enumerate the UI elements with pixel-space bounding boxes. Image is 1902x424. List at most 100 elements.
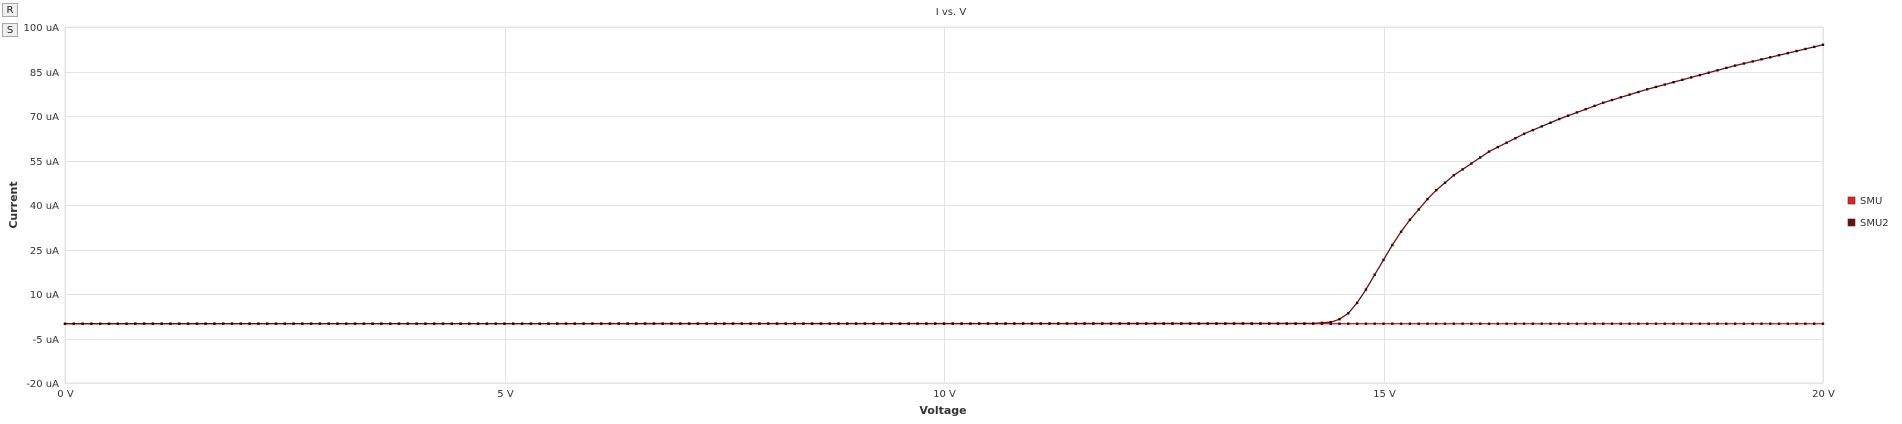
data-point (696, 322, 700, 325)
data-point (670, 322, 673, 325)
data-point (1628, 93, 1631, 96)
data-point (371, 322, 374, 325)
data-point (1206, 322, 1209, 325)
data-point (1391, 322, 1394, 325)
data-point (1531, 128, 1535, 132)
data-point (169, 322, 172, 325)
legend-label: SMU2 (1860, 218, 1889, 229)
data-point (1628, 322, 1631, 325)
data-point (1769, 56, 1772, 59)
data-point (617, 322, 620, 325)
data-point (608, 322, 612, 325)
y-tick-label: -5 uA (33, 335, 59, 346)
data-point (1136, 322, 1139, 325)
data-point (1364, 322, 1368, 325)
data-point (1435, 189, 1438, 192)
data-point (1338, 318, 1341, 321)
data-point (520, 322, 524, 325)
reset-button[interactable]: R (2, 3, 18, 17)
data-point (257, 322, 260, 325)
data-point (1672, 322, 1675, 325)
data-point (1355, 301, 1359, 305)
save-button[interactable]: S (2, 23, 18, 37)
data-point (1769, 322, 1772, 325)
data-point (1742, 62, 1746, 65)
data-point (1681, 78, 1684, 81)
data-point (969, 322, 972, 325)
data-point (898, 322, 902, 325)
data-point (99, 322, 102, 325)
data-point (1030, 322, 1034, 325)
data-point (1443, 181, 1447, 184)
data-point (1391, 243, 1394, 247)
data-point (213, 322, 216, 325)
data-point (1399, 322, 1403, 325)
data-point (714, 322, 717, 325)
data-point (1408, 218, 1412, 221)
data-point (1742, 322, 1746, 325)
data-point (802, 322, 805, 325)
data-point (1197, 322, 1201, 325)
data-point (1320, 321, 1324, 324)
data-point (1399, 230, 1403, 233)
data-point (1417, 322, 1420, 325)
data-point (1716, 322, 1719, 325)
data-point (1786, 51, 1789, 55)
data-point (160, 322, 163, 325)
data-point (1461, 168, 1464, 171)
data-point (758, 322, 761, 325)
data-point (652, 322, 656, 325)
data-point (1646, 88, 1649, 91)
data-point (476, 322, 480, 325)
data-point (573, 322, 576, 325)
data-point (274, 322, 278, 325)
data-point (415, 322, 418, 325)
data-point (1470, 322, 1473, 325)
data-point (204, 322, 207, 325)
data-point (1531, 322, 1535, 325)
data-point (468, 322, 471, 325)
data-point (1786, 322, 1789, 325)
data-point (72, 322, 75, 325)
data-point (1013, 322, 1016, 325)
data-point (1619, 322, 1622, 325)
data-point (1338, 322, 1341, 325)
data-point (1813, 45, 1816, 49)
data-point (1355, 322, 1359, 325)
data-point (283, 322, 286, 325)
data-point (1637, 90, 1640, 94)
data-point (1795, 49, 1798, 53)
data-point (1804, 322, 1807, 325)
data-point (292, 322, 295, 325)
data-point (837, 322, 840, 325)
data-point (1593, 322, 1596, 325)
data-point (687, 322, 691, 325)
data-point (1733, 64, 1737, 67)
data-point (582, 322, 585, 325)
data-point (767, 322, 770, 325)
data-point (1707, 71, 1710, 74)
data-point (1364, 288, 1368, 291)
data-point (406, 322, 409, 325)
data-point (1514, 322, 1517, 325)
data-point (1382, 258, 1385, 262)
data-point (538, 322, 541, 325)
x-tick-label: 0 V (57, 389, 74, 400)
data-point (1426, 197, 1429, 201)
data-point (995, 322, 998, 325)
data-point (731, 322, 735, 325)
data-point (441, 322, 445, 325)
data-point (1602, 322, 1605, 325)
data-point (1690, 322, 1693, 325)
data-point (151, 322, 155, 325)
data-point (1619, 96, 1622, 99)
data-point (1435, 322, 1438, 325)
data-point (907, 322, 910, 325)
data-point (1083, 322, 1086, 325)
data-point (90, 322, 93, 325)
data-point (1777, 54, 1781, 57)
data-point (301, 322, 304, 325)
y-tick-label: 40 uA (30, 201, 59, 212)
data-point (1312, 322, 1315, 325)
